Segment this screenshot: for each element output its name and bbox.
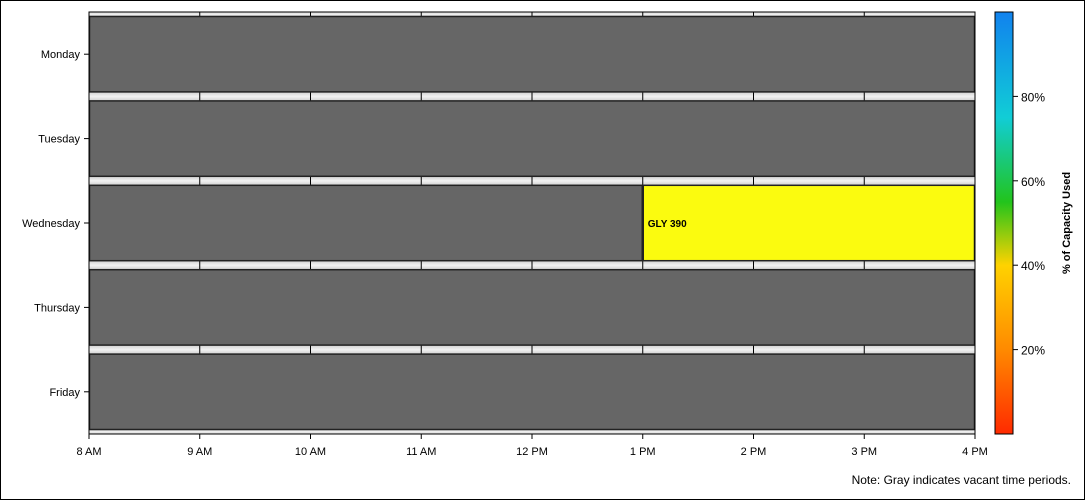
x-tick-label: 4 PM — [962, 446, 988, 458]
y-tick-label: Friday — [49, 387, 80, 399]
colorbar-tick-label: 60% — [1021, 175, 1045, 189]
colorbar-tick-label: 80% — [1021, 90, 1045, 104]
plot-area: GLY 390 — [88, 12, 976, 434]
axes: Monday Tuesday Wednesday Thursday Friday 8 AM… — [22, 11, 988, 458]
y-tick-label: Thursday — [34, 302, 80, 314]
bar-used — [642, 184, 976, 262]
bar-vacant — [88, 353, 976, 431]
bar-label: GLY 390 — [648, 219, 687, 230]
bar-vacant — [88, 268, 976, 346]
x-tick-label: 2 PM — [741, 446, 767, 458]
x-tick-label: 8 AM — [76, 446, 101, 458]
colorbar: 20% 40% 60% 80% % of Capacity Used — [994, 11, 1073, 435]
colorbar-tick-label: 40% — [1021, 259, 1045, 273]
x-tick-label: 3 PM — [851, 446, 877, 458]
y-tick-label: Tuesday — [38, 134, 80, 146]
row-separator — [89, 429, 975, 434]
footnote: Note: Gray indicates vacant time periods… — [851, 473, 1071, 487]
bar-vacant — [88, 184, 643, 262]
x-tick-label: 10 AM — [295, 446, 326, 458]
colorbar-tick-label: 20% — [1021, 344, 1045, 358]
x-tick-label: 12 PM — [516, 446, 548, 458]
y-tick-label: Monday — [41, 49, 81, 61]
x-tick-label: 1 PM — [630, 446, 656, 458]
bar-vacant — [88, 100, 976, 178]
y-tick-label: Wednesday — [22, 218, 80, 230]
x-tick-label: 11 AM — [406, 446, 436, 458]
x-tick-label: 9 AM — [187, 446, 212, 458]
colorbar-title: % of Capacity Used — [1061, 172, 1073, 274]
colorbar-gradient — [994, 11, 1014, 435]
bar-vacant — [88, 15, 976, 93]
